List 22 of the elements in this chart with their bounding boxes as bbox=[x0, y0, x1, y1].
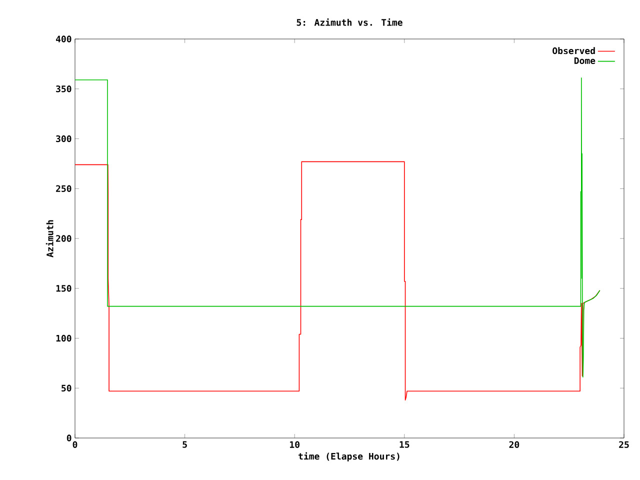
y-tick-label: 250 bbox=[56, 185, 72, 192]
y-tick-label: 200 bbox=[56, 235, 72, 242]
y-tick-label: 400 bbox=[56, 36, 72, 42]
x-tick-label: 20 bbox=[509, 441, 520, 448]
y-tick-label: 0 bbox=[66, 434, 72, 442]
y-tick-label: 100 bbox=[56, 334, 72, 342]
line-series bbox=[75, 78, 600, 378]
x-tick-label: 0 bbox=[72, 441, 78, 448]
line-series bbox=[75, 161, 600, 400]
y-tick-label: 300 bbox=[56, 135, 72, 142]
y-axis-title: Azimuth bbox=[46, 220, 54, 258]
legend-label: Dome bbox=[574, 57, 596, 64]
x-tick-label: 5 bbox=[182, 441, 187, 448]
y-tick-label: 150 bbox=[56, 284, 72, 292]
x-tick-label: 15 bbox=[400, 441, 410, 448]
x-axis-title: time (Elapse Hours) bbox=[298, 452, 400, 462]
legend-label: Observed bbox=[552, 47, 595, 54]
x-tick-label: 25 bbox=[619, 441, 629, 448]
x-tick-label: 10 bbox=[290, 441, 300, 448]
y-tick-label: 50 bbox=[62, 384, 72, 392]
y-tick-label: 350 bbox=[56, 85, 72, 92]
chart-title: 5: Azimuth vs. Time bbox=[296, 18, 402, 26]
